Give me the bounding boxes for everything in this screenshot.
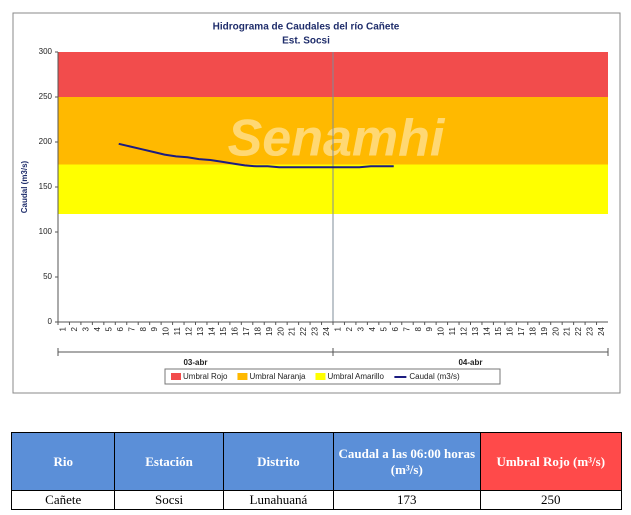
legend-frame [164, 368, 501, 385]
x-tick-label: 11 [448, 326, 457, 335]
header-cell: Rio [10, 432, 116, 491]
x-tick-label: 2 [70, 326, 79, 331]
data-row: Cañete Socsi Lunahuaná 173 250 [10, 490, 622, 510]
chart-subtitle: Est. Socsi [282, 36, 330, 47]
x-tick-label: 4 [368, 326, 377, 331]
x-tick-label: 17 [242, 326, 251, 335]
x-tick-label: 22 [574, 326, 583, 335]
x-tick-label: 22 [299, 326, 308, 335]
header-cell: Umbral Rojo (m³/s) [479, 432, 622, 491]
data-cell: Lunahuaná [222, 490, 335, 510]
x-tick-label: 3 [356, 326, 365, 331]
y-tick-label: 50 [43, 272, 52, 281]
x-tick-label: 18 [528, 326, 537, 335]
legend: Umbral Rojo Umbral Naranja Umbral Amarillo… [164, 368, 501, 385]
legend-label: Umbral Naranja [249, 372, 306, 381]
y-tick-label: 100 [39, 227, 53, 236]
x-tick-label: 24 [322, 326, 331, 335]
legend-label: Umbral Rojo [183, 372, 228, 381]
x-tick-label: 1 [334, 326, 343, 331]
series-line [118, 142, 394, 169]
x-tick-label: 16 [230, 326, 239, 335]
x-tick-label: 11 [173, 326, 182, 335]
x-tick-label: 2 [345, 326, 354, 331]
x-tick-label: 3 [81, 326, 90, 331]
chart: Hidrograma de Caudales del río Cañete Es… [12, 12, 621, 394]
x-tick-label: 6 [116, 326, 125, 331]
x-tick-label: 7 [127, 326, 136, 331]
x-tick-label: 9 [150, 326, 159, 331]
legend-label: Caudal (m3/s) [409, 372, 460, 381]
group-label: 03-abr [183, 358, 207, 367]
x-tick-label: 8 [414, 326, 423, 331]
y-tick-label: 150 [39, 182, 53, 191]
data-cell: Cañete [10, 490, 116, 510]
x-tick-label: 19 [540, 326, 549, 335]
data-table: Rio Estación Distrito Caudal a las 06:00 ho… [10, 432, 622, 510]
x-tick-label: 14 [208, 326, 217, 335]
x-tick-label: 6 [391, 326, 400, 331]
header-row: Rio Estación Distrito Caudal a las 06:00 ho… [10, 432, 622, 491]
x-tick-label: 23 [311, 326, 320, 335]
x-tick-label: 5 [104, 326, 113, 331]
x-tick-label: 19 [265, 326, 274, 335]
x-tick-label: 10 [162, 326, 171, 335]
x-tick-label: 12 [185, 326, 194, 335]
x-tick-label: 18 [253, 326, 262, 335]
x-tick-label: 15 [219, 326, 228, 335]
x-tick-label: 16 [505, 326, 514, 335]
x-tick-label: 13 [196, 326, 205, 335]
header-cell: Caudal a las 06:00 horas (m³/s) [333, 432, 481, 491]
legend-swatch [171, 373, 181, 380]
y-tick-label: 300 [39, 47, 53, 56]
x-tick-label: 13 [471, 326, 480, 335]
x-tick-label: 8 [139, 326, 148, 331]
x-tick-label: 9 [425, 326, 434, 331]
x-tick-label: 21 [288, 326, 297, 335]
legend-swatch [237, 373, 248, 380]
x-tick-label: 21 [563, 326, 572, 335]
x-tick-label: 23 [586, 326, 595, 335]
header-cell: Distrito [222, 432, 335, 491]
data-cell: Socsi [114, 490, 224, 510]
x-tick-label: 15 [494, 326, 503, 335]
legend-swatch [315, 373, 326, 380]
x-tick-label: 20 [276, 326, 285, 335]
x-tick-label: 5 [379, 326, 388, 331]
chart-title: Hidrograma de Caudales del río Cañete [213, 22, 400, 33]
x-tick-label: 24 [597, 326, 606, 335]
data-cell: 250 [479, 490, 622, 510]
y-axis-label: Caudal (m3/s) [20, 160, 29, 213]
x-tick-label: 14 [483, 326, 492, 335]
x-tick-label: 7 [402, 326, 411, 331]
header-cell: Estación [114, 432, 224, 491]
y-tick-label: 0 [48, 317, 53, 326]
y-tick-label: 200 [39, 137, 53, 146]
x-tick-label: 1 [59, 326, 68, 331]
x-tick-label: 10 [437, 326, 446, 335]
y-tick-label: 250 [39, 92, 53, 101]
group-label: 04-abr [458, 358, 482, 367]
watermark: Senamhi [228, 110, 446, 168]
x-tick-label: 12 [460, 326, 469, 335]
legend-label: Umbral Amarillo [327, 372, 384, 381]
x-tick-label: 4 [93, 326, 102, 331]
data-cell: 173 [333, 490, 481, 510]
x-tick-label: 17 [517, 326, 526, 335]
x-tick-label: 20 [551, 326, 560, 335]
